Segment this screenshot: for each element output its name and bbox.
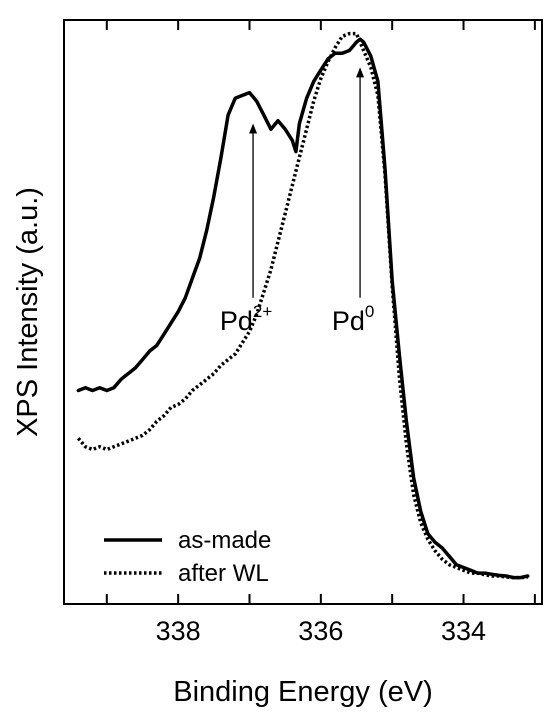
legend: as-made after WL — [104, 527, 271, 587]
series-layer — [76, 31, 530, 580]
annotation-label: Pd2+ — [220, 302, 272, 336]
annotation-arrowhead — [249, 123, 258, 134]
series-line-as-made — [76, 37, 530, 580]
legend-label-after-wl: after WL — [178, 560, 269, 587]
annotation-arrowhead — [356, 67, 365, 78]
x-axis-label: Binding Energy (eV) — [173, 676, 433, 708]
annotation-layer: Pd2+ Pd0 — [220, 67, 375, 336]
annotation-label: Pd0 — [332, 302, 375, 336]
axis-ticks — [105, 20, 536, 604]
x-tick-label: 336 — [298, 616, 343, 646]
y-axis-label: XPS Intensity (a.u.) — [12, 187, 44, 437]
series-line-after-wl — [76, 31, 528, 580]
plot-frame — [63, 19, 543, 605]
x-tick-labels: 338 336 334 — [156, 616, 486, 646]
x-tick-label: 338 — [156, 616, 201, 646]
x-tick-label: 334 — [441, 616, 486, 646]
legend-label-as-made: as-made — [178, 527, 271, 554]
